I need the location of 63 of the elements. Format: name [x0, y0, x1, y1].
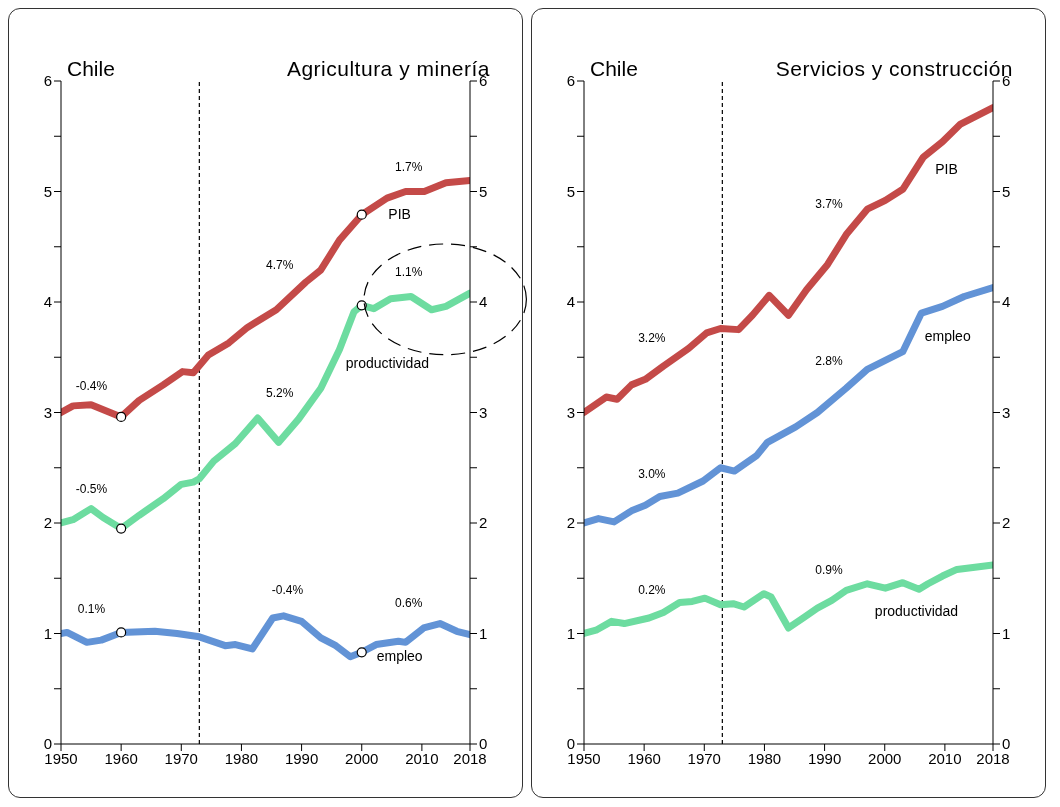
y-tick-label: 3	[43, 403, 52, 421]
y-tick-label: 1	[566, 624, 575, 642]
point	[356, 647, 367, 658]
point	[116, 411, 127, 423]
series-label: productividad	[874, 603, 959, 620]
y2-tick-label: 5	[479, 182, 488, 200]
annotation: 3.0%	[638, 467, 666, 482]
x-tick-label: 1990	[807, 749, 842, 767]
x-tick-label: 1960	[104, 749, 138, 767]
annotation: 0.6%	[395, 596, 423, 611]
x-tick-label: 2000	[868, 749, 902, 767]
x-tick-label: 1980	[224, 749, 259, 767]
point	[116, 523, 127, 534]
series-label: PIB	[935, 161, 958, 178]
point	[356, 209, 367, 220]
y2-tick-label: 3	[479, 403, 488, 421]
annotation: 0.2%	[638, 583, 666, 598]
y2-tick-label: 2	[479, 514, 488, 532]
y-tick-label: 5	[566, 182, 575, 200]
y-tick-label: 2	[43, 514, 52, 532]
point	[356, 300, 367, 311]
annotation: 3.7%	[815, 196, 843, 211]
annotation: 4.7%	[265, 258, 294, 273]
annotation: 0.1%	[77, 602, 106, 617]
y2-tick-label: 1	[479, 624, 488, 642]
chart-title: Chile	[67, 57, 115, 81]
y-tick-label: 6	[566, 72, 575, 90]
annotation: 1.1%	[395, 264, 423, 279]
series-label: empleo	[376, 647, 423, 664]
y-tick-label: 2	[566, 514, 575, 532]
annotation: 1.7%	[395, 160, 423, 175]
x-tick-label: 1970	[687, 749, 721, 767]
y-tick-label: 5	[43, 182, 52, 200]
x-tick-label: 1970	[164, 749, 198, 767]
y2-tick-label: 2	[1002, 514, 1011, 532]
series-label: PIB	[388, 205, 411, 222]
x-tick-label: 1980	[747, 749, 782, 767]
annotation: -0.5%	[75, 481, 108, 496]
y-tick-label: 4	[43, 293, 52, 311]
chart-title: Chile	[590, 57, 638, 81]
y2-tick-label: 5	[1002, 182, 1011, 200]
y-tick-label: 4	[566, 293, 575, 311]
series-label: productividad	[345, 354, 429, 371]
x-tick-label: 1960	[627, 749, 661, 767]
annotation: 5.2%	[265, 385, 294, 400]
annotation: -0.4%	[271, 583, 304, 598]
annotation: 0.9%	[815, 562, 843, 577]
y-tick-label: 6	[43, 72, 52, 90]
x-tick-label: 1990	[284, 749, 319, 767]
point	[116, 627, 127, 638]
annotation: 3.2%	[638, 331, 666, 346]
annotation: -0.4%	[75, 378, 108, 393]
x-tick-label: 2000	[345, 749, 379, 767]
y-tick-label: 1	[43, 624, 52, 642]
y2-tick-label: 4	[479, 293, 488, 311]
y2-tick-label: 4	[1002, 293, 1011, 311]
x-tick-label: 2010	[405, 749, 439, 767]
y2-tick-label: 3	[1002, 403, 1011, 421]
y-tick-label: 3	[566, 403, 575, 421]
y2-tick-label: 1	[1002, 624, 1011, 642]
series-label: empleo	[924, 328, 971, 345]
x-tick-label: 2010	[928, 749, 962, 767]
annotation: 2.8%	[815, 354, 843, 369]
